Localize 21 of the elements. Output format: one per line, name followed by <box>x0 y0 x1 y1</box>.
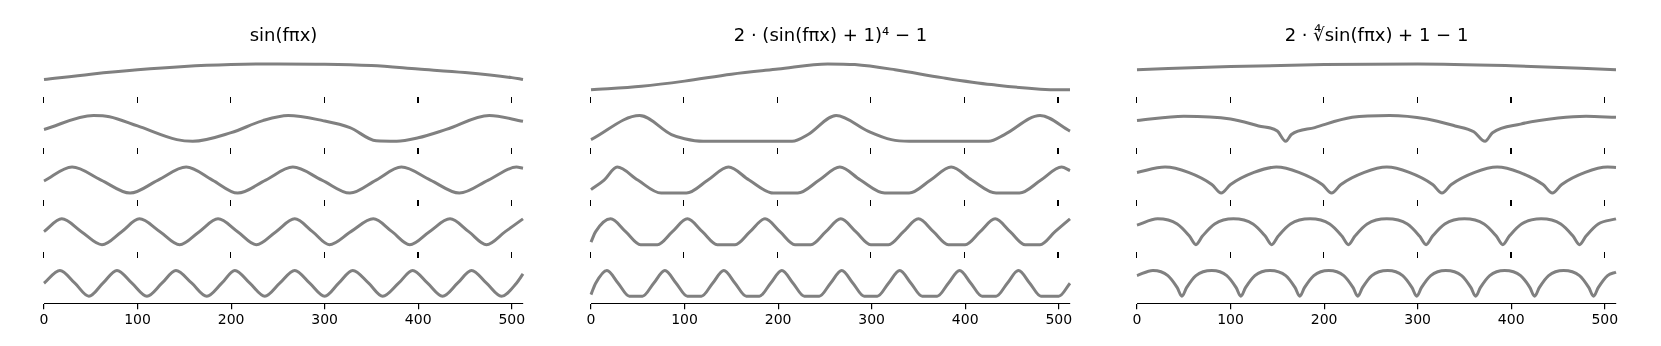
x-tick-label: 100 <box>1217 311 1244 328</box>
x-tick-label: 400 <box>1497 311 1525 328</box>
x-tick-label: 400 <box>951 311 979 328</box>
x-tick-label: 0 <box>1132 311 1142 328</box>
x-tick-label: 300 <box>857 311 885 328</box>
x-tick-label: 200 <box>217 311 245 328</box>
x-tick-label: 500 <box>498 311 526 328</box>
x-tick-label: 100 <box>670 311 698 328</box>
x-tick-label: 300 <box>1404 311 1432 328</box>
chart-title: 2 · (sin(fπx) + 1)⁴ − 1 <box>733 24 927 46</box>
chart-title: 2 · ∜sin(fπx) + 1 − 1 <box>1284 24 1469 46</box>
x-tick-label: 300 <box>311 311 339 328</box>
x-tick-label: 500 <box>1044 311 1072 328</box>
x-tick-label: 500 <box>1591 311 1619 328</box>
x-tick-label: 200 <box>764 311 791 328</box>
x-tick-label: 200 <box>1310 311 1338 328</box>
x-tick-label: 0 <box>586 311 595 328</box>
x-tick-label: 100 <box>124 311 151 328</box>
x-tick-label: 0 <box>39 311 49 328</box>
x-tick-label: 400 <box>404 311 432 328</box>
chart-title: sin(fπx) <box>249 24 318 46</box>
